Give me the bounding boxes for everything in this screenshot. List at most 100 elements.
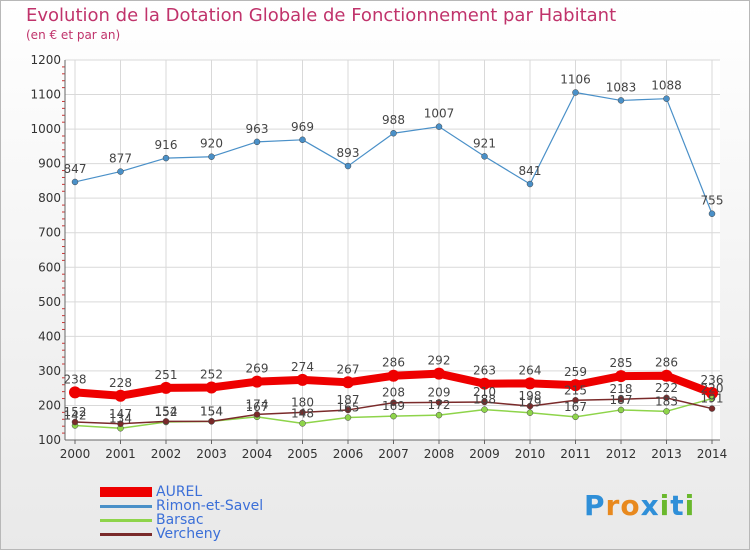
- data-point-aurel: [342, 376, 354, 389]
- x-tick-label: 2007: [378, 447, 409, 461]
- data-point-rimon-et-savel: [253, 138, 261, 146]
- data-label-rimon-et-savel: 921: [473, 136, 496, 150]
- data-point-rimon-et-savel: [117, 168, 124, 175]
- data-label-vercheny: 154: [155, 404, 178, 418]
- x-tick-label: 2002: [151, 447, 182, 461]
- y-tick-label: 500: [38, 295, 61, 309]
- data-point-aurel: [251, 375, 263, 388]
- x-tick-label: 2008: [424, 447, 455, 461]
- data-label-vercheny: 191: [701, 392, 724, 406]
- data-point-vercheny: [572, 397, 579, 404]
- data-label-aurel: 238: [64, 372, 87, 386]
- x-tick-label: 2006: [333, 447, 364, 461]
- data-point-rimon-et-savel: [572, 89, 579, 96]
- legend-swatch: [100, 504, 152, 508]
- x-tick-label: 2010: [515, 447, 546, 461]
- x-tick-label: 2009: [469, 447, 500, 461]
- data-point-vercheny: [117, 420, 124, 428]
- data-point-vercheny: [435, 399, 443, 406]
- data-label-rimon-et-savel: 1083: [606, 80, 637, 94]
- data-point-rimon-et-savel: [299, 136, 306, 144]
- data-point-vercheny: [390, 399, 397, 406]
- data-point-rimon-et-savel: [481, 153, 488, 160]
- legend-swatch: [100, 532, 152, 536]
- data-point-barsac: [435, 411, 443, 419]
- x-tick-label: 2005: [287, 447, 318, 461]
- data-label-vercheny: 209: [428, 385, 451, 399]
- data-label-rimon-et-savel: 1007: [424, 107, 455, 121]
- data-point-aurel: [569, 379, 582, 392]
- logo-letter: r: [605, 489, 621, 522]
- data-point-barsac: [526, 409, 534, 416]
- legend-item-aurel: AUREL: [100, 485, 263, 499]
- data-point-vercheny: [299, 409, 306, 416]
- data-point-aurel: [296, 373, 309, 386]
- data-label-barsac: 179: [519, 396, 542, 410]
- data-point-vercheny: [663, 394, 670, 402]
- data-label-vercheny: 187: [337, 393, 360, 407]
- y-tick-label: 200: [38, 398, 61, 412]
- data-point-barsac: [708, 395, 716, 402]
- x-tick-label: 2001: [105, 447, 136, 461]
- data-point-rimon-et-savel: [526, 180, 534, 188]
- data-point-aurel: [160, 381, 172, 394]
- data-point-rimon-et-savel: [208, 153, 215, 160]
- data-point-vercheny: [253, 411, 261, 418]
- y-tick-label: 1200: [30, 53, 61, 67]
- legend-label: Rimon-et-Savel: [156, 498, 264, 514]
- data-point-rimon-et-savel: [344, 162, 352, 170]
- data-label-aurel: 263: [473, 364, 496, 378]
- data-point-vercheny: [481, 398, 488, 406]
- y-tick-label: 100: [38, 433, 61, 447]
- data-point-vercheny: [71, 418, 79, 426]
- y-tick-label: 800: [38, 191, 61, 205]
- data-label-barsac: 148: [291, 406, 314, 420]
- logo-letter: x: [640, 489, 660, 522]
- data-label-vercheny: 154: [200, 404, 223, 418]
- data-point-vercheny: [526, 402, 534, 410]
- data-label-barsac: 152: [155, 405, 178, 419]
- logo-letter: i: [659, 489, 671, 522]
- data-label-barsac: 187: [610, 393, 633, 407]
- data-point-rimon-et-savel: [663, 95, 670, 102]
- data-point-aurel: [660, 369, 673, 382]
- legend-swatch: [100, 518, 152, 522]
- y-tick-label: 1000: [30, 122, 61, 136]
- data-point-rimon-et-savel: [390, 129, 397, 137]
- data-label-aurel: 285: [610, 356, 633, 370]
- x-tick-label: 2013: [651, 447, 682, 461]
- y-tick-label: 600: [38, 260, 61, 274]
- data-point-vercheny: [617, 395, 625, 403]
- data-label-aurel: 259: [564, 365, 587, 379]
- data-label-rimon-et-savel: 755: [701, 194, 724, 208]
- legend-item-barsac: Barsac: [100, 513, 263, 527]
- data-label-vercheny: 210: [473, 385, 496, 399]
- data-point-aurel: [615, 370, 627, 383]
- logo-letter: o: [620, 489, 641, 522]
- logo-letter: i: [684, 489, 696, 522]
- data-label-rimon-et-savel: 893: [337, 146, 360, 160]
- data-point-barsac: [617, 406, 625, 414]
- y-tick-label: 400: [38, 329, 61, 343]
- data-label-vercheny: 180: [291, 395, 314, 409]
- logo-letter: t: [670, 489, 685, 522]
- data-point-aurel: [478, 377, 491, 390]
- data-label-barsac: 167: [246, 400, 269, 414]
- data-label-barsac: 165: [337, 401, 360, 415]
- chart-subtitle: (en € et par an): [26, 28, 121, 42]
- x-tick-label: 2011: [560, 447, 591, 461]
- data-point-vercheny: [708, 405, 716, 412]
- y-tick-label: 1100: [30, 88, 61, 102]
- data-label-rimon-et-savel: 969: [291, 120, 314, 134]
- x-tick-label: 2003: [196, 447, 227, 461]
- data-label-aurel: 228: [109, 376, 132, 390]
- data-label-barsac: 220: [701, 382, 724, 396]
- data-label-aurel: 292: [428, 354, 451, 368]
- data-point-vercheny: [208, 418, 215, 425]
- chart-legend: AUREL Rimon-et-Savel Barsac Vercheny: [100, 485, 263, 541]
- data-label-aurel: 286: [382, 356, 405, 370]
- data-point-barsac: [572, 413, 579, 421]
- data-point-aurel: [706, 387, 718, 400]
- data-label-rimon-et-savel: 963: [246, 122, 269, 136]
- chart-title: Evolution de la Dotation Globale de Fonc…: [26, 5, 617, 26]
